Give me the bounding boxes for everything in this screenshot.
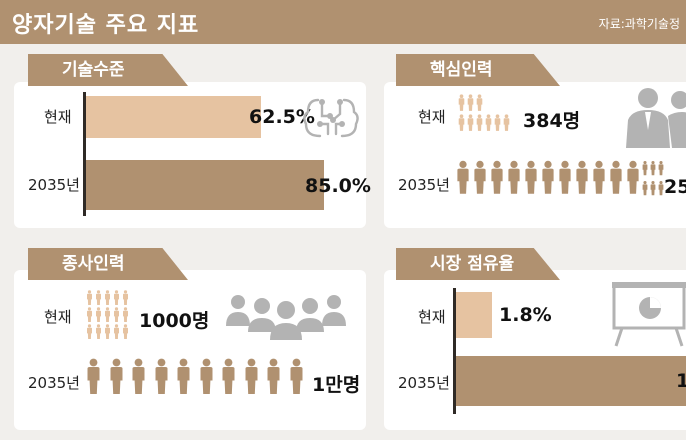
businessmen-icon <box>626 88 686 148</box>
workforce-2035-person-icon <box>266 356 281 400</box>
tech-axis <box>83 92 86 216</box>
workforce-now-person-icon <box>113 324 120 343</box>
bar-market-2035 <box>456 356 686 406</box>
value-core-2035: 25 <box>664 176 686 198</box>
label-core-now: 현재 <box>418 108 446 126</box>
workforce-now-person-icon <box>113 307 120 326</box>
presentation-board-icon <box>612 282 686 347</box>
group-people-icon <box>226 295 346 340</box>
core-now-person-icon <box>458 114 465 135</box>
circuit-brain-icon <box>303 98 359 138</box>
workforce-now-person-icon <box>95 290 102 309</box>
core-now-person-icon <box>485 114 492 135</box>
label-market-now: 현재 <box>418 308 446 326</box>
core-2035-person-icon <box>609 160 623 198</box>
core-2035-person-icon <box>592 160 606 198</box>
workforce-now-person-icon <box>86 290 93 309</box>
label-workforce-2035: 2035년 <box>28 374 80 392</box>
core-2035-small-person-icon <box>658 180 664 200</box>
page-title: 양자기술 주요 지표 <box>12 13 200 38</box>
core-2035-person-icon <box>541 160 555 198</box>
bar-tech-now <box>86 96 261 138</box>
tag-workforce: 종사인력 <box>28 248 188 280</box>
core-2035-small-person-icon <box>642 160 648 180</box>
workforce-2035-person-icon <box>154 356 169 400</box>
core-2035-person-icon <box>626 160 640 198</box>
workforce-now-person-icon <box>122 307 129 326</box>
tag-tech-level: 기술수준 <box>28 54 188 86</box>
workforce-2035-person-icon <box>86 356 101 400</box>
source-note: 자료:과학기술정 <box>598 17 680 31</box>
value-market-2035: 1 <box>676 370 686 392</box>
tag-market-share: 시장 점유율 <box>396 248 560 280</box>
workforce-now-person-icon <box>95 324 102 343</box>
core-2035-person-icon <box>473 160 487 198</box>
panel-workforce <box>14 270 366 430</box>
workforce-2035-person-icon <box>289 356 304 400</box>
core-2035-person-icon <box>524 160 538 198</box>
workforce-now-person-icon <box>122 324 129 343</box>
core-now-person-icon <box>467 94 474 115</box>
market-axis <box>453 288 456 414</box>
tag-core-workforce: 핵심인력 <box>396 54 560 86</box>
core-2035-small-person-icon <box>650 160 656 180</box>
label-tech-now: 현재 <box>44 108 72 126</box>
workforce-2035-person-icon <box>199 356 214 400</box>
workforce-now-person-icon <box>86 324 93 343</box>
core-2035-small-person-icon <box>658 160 664 180</box>
bar-tech-2035 <box>86 160 324 210</box>
core-2035-person-icon <box>456 160 470 198</box>
workforce-2035-person-icon <box>221 356 236 400</box>
value-core-now: 384명 <box>523 110 581 132</box>
core-2035-small-person-icon <box>642 180 648 200</box>
label-market-2035: 2035년 <box>398 374 450 392</box>
core-now-person-icon <box>503 114 510 135</box>
workforce-now-person-icon <box>104 324 111 343</box>
core-now-person-icon <box>476 114 483 135</box>
value-workforce-now: 1000명 <box>139 310 210 332</box>
header-banner: 양자기술 주요 지표 자료:과학기술정 <box>0 0 686 44</box>
workforce-2035-person-icon <box>109 356 124 400</box>
value-market-now: 1.8% <box>499 304 552 326</box>
workforce-now-person-icon <box>104 290 111 309</box>
value-workforce-2035: 1만명 <box>312 374 361 396</box>
workforce-2035-person-icon <box>176 356 191 400</box>
workforce-2035-person-icon <box>131 356 146 400</box>
workforce-now-person-icon <box>122 290 129 309</box>
core-2035-person-icon <box>575 160 589 198</box>
core-2035-small-person-icon <box>650 180 656 200</box>
bar-market-now <box>456 292 492 338</box>
core-2035-person-icon <box>558 160 572 198</box>
value-tech-now: 62.5% <box>249 106 315 128</box>
label-tech-2035: 2035년 <box>28 176 80 194</box>
core-now-person-icon <box>467 114 474 135</box>
label-workforce-now: 현재 <box>44 308 72 326</box>
core-2035-person-icon <box>490 160 504 198</box>
label-core-2035: 2035년 <box>398 176 450 194</box>
workforce-now-person-icon <box>86 307 93 326</box>
workforce-now-person-icon <box>104 307 111 326</box>
workforce-2035-person-icon <box>244 356 259 400</box>
core-now-person-icon <box>458 94 465 115</box>
core-now-person-icon <box>476 94 483 115</box>
core-now-person-icon <box>494 114 501 135</box>
workforce-now-person-icon <box>95 307 102 326</box>
workforce-now-person-icon <box>113 290 120 309</box>
core-2035-person-icon <box>507 160 521 198</box>
panel-core-workforce <box>384 82 686 228</box>
value-tech-2035: 85.0% <box>305 175 371 197</box>
